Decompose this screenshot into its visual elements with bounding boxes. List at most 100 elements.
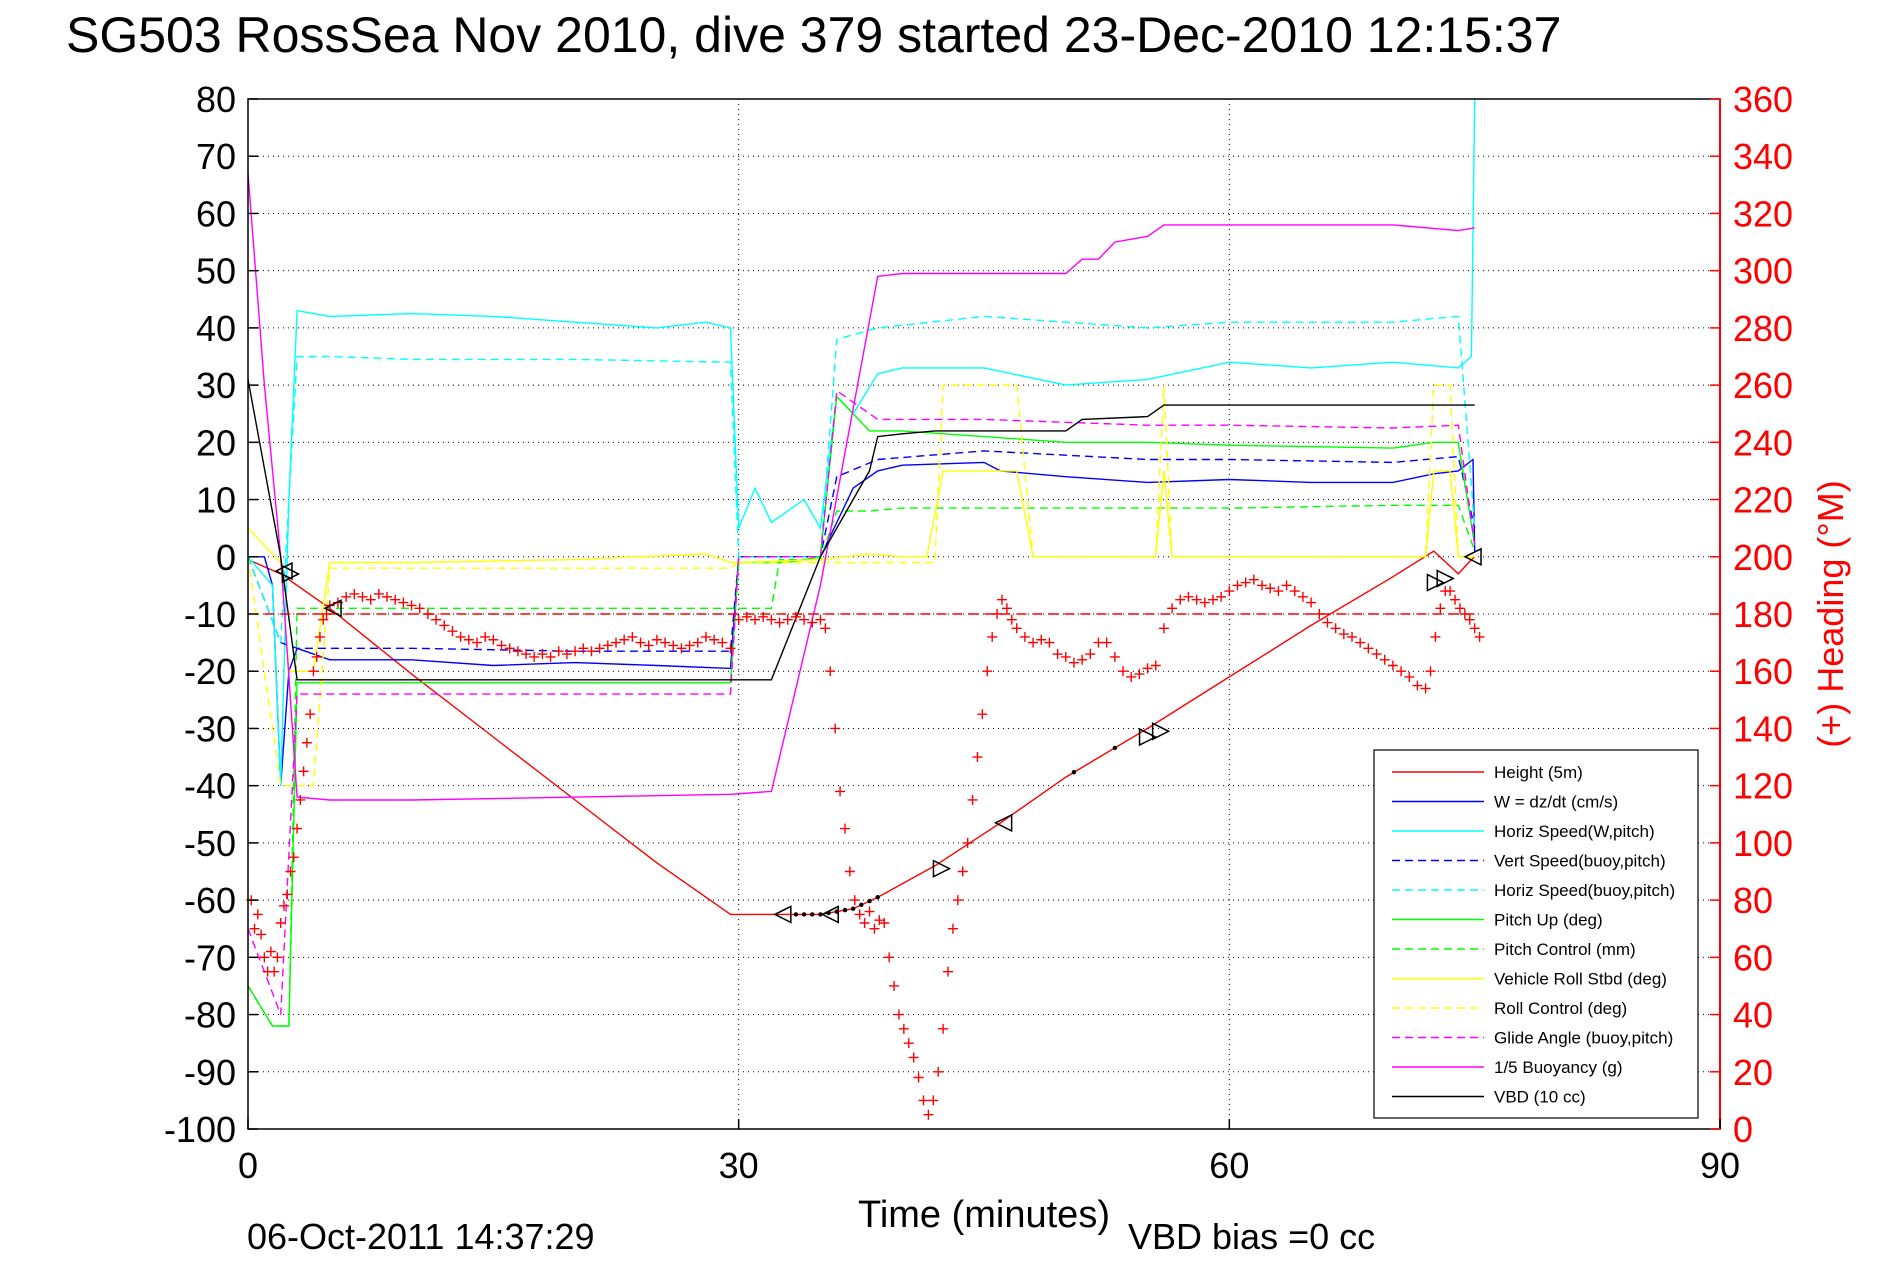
- heading-point: [256, 929, 267, 940]
- heading-point: [1134, 669, 1145, 680]
- right-y-tick-label: 260: [1733, 365, 1793, 406]
- heading-point: [471, 637, 482, 648]
- heading-point: [869, 923, 880, 934]
- heading-point: [357, 591, 368, 602]
- triangle-marker: [1151, 722, 1171, 741]
- heading-point: [700, 631, 711, 642]
- series-line-2: [248, 458, 1476, 786]
- right-y-tick-label: 320: [1733, 193, 1793, 234]
- triangle-marker: [323, 599, 342, 618]
- right-y-tick-label: 360: [1733, 79, 1793, 120]
- triangle-marker: [1138, 727, 1158, 747]
- x-tick-label: 90: [1700, 1145, 1740, 1186]
- heading-point: [561, 649, 572, 660]
- height-dot: [793, 912, 799, 917]
- right-y-tick-label: 200: [1733, 537, 1793, 578]
- heading-point: [496, 640, 507, 651]
- heading-point: [1371, 649, 1382, 660]
- heading-point: [1158, 623, 1169, 634]
- heading-point: [741, 611, 752, 622]
- heading-point: [1265, 583, 1276, 594]
- heading-point: [849, 895, 860, 906]
- heading-point: [455, 631, 466, 642]
- right-y-tick-label: 340: [1733, 136, 1793, 177]
- heading-point: [1068, 657, 1079, 668]
- heading-point: [1036, 634, 1047, 645]
- chart-title: SG503 RossSea Nov 2010, dive 379 started…: [66, 7, 1561, 63]
- heading-point: [913, 1072, 924, 1083]
- heading-point: [1109, 651, 1120, 662]
- y-tick-label: 70: [196, 136, 236, 177]
- heading-point: [898, 1023, 909, 1034]
- heading-point: [1330, 623, 1341, 634]
- right-y-tick-label: 240: [1733, 422, 1793, 463]
- heading-point: [545, 651, 556, 662]
- heading-point: [512, 646, 523, 657]
- heading-point: [1126, 671, 1137, 682]
- heading-point: [1085, 649, 1096, 660]
- heading-point: [504, 643, 515, 654]
- heading-point: [799, 614, 810, 625]
- heading-point: [1412, 680, 1423, 691]
- heading-point: [635, 637, 646, 648]
- heading-point: [889, 980, 900, 991]
- right-y-tick-label: 80: [1733, 880, 1773, 921]
- heading-point: [627, 631, 638, 642]
- heading-point: [1363, 643, 1374, 654]
- heading-point: [1464, 614, 1475, 625]
- y-tick-label: -30: [184, 708, 236, 749]
- heading-point: [1322, 617, 1333, 628]
- heading-point: [311, 651, 322, 662]
- heading-point: [643, 640, 654, 651]
- triangle-marker: [773, 905, 792, 924]
- heading-point: [341, 591, 352, 602]
- heading-point: [933, 1066, 944, 1077]
- legend-label: Pitch Control (mm): [1494, 940, 1636, 959]
- legend-label: Roll Control (deg): [1494, 999, 1627, 1018]
- heading-point: [1420, 683, 1431, 694]
- heading-point: [1248, 574, 1259, 585]
- heading-point: [318, 614, 329, 625]
- heading-point: [684, 640, 695, 651]
- heading-point: [463, 634, 474, 645]
- heading-point: [298, 766, 309, 777]
- triangle-marker: [1426, 573, 1446, 592]
- heading-point: [676, 643, 687, 654]
- heading-point: [1387, 660, 1398, 671]
- right-y-tick-label: 20: [1733, 1052, 1773, 1093]
- heading-point: [288, 852, 299, 863]
- heading-point: [422, 609, 433, 619]
- heading-point: [619, 634, 630, 645]
- ticks: 0 30 60 9080706050403020100-10-20-30-40-50-…: [164, 79, 1793, 1186]
- heading-point: [1396, 666, 1407, 677]
- heading-point: [521, 649, 532, 660]
- heading-point: [1450, 594, 1461, 605]
- heading-point: [249, 923, 260, 934]
- heading-point: [807, 617, 818, 628]
- heading-point: [259, 952, 270, 963]
- heading-point: [414, 603, 425, 614]
- heading-point: [1459, 609, 1470, 619]
- height-dot: [801, 912, 807, 917]
- heading-point: [282, 889, 293, 900]
- heading-point: [879, 918, 890, 928]
- heading-point: [586, 646, 597, 657]
- y-tick-label: -50: [184, 823, 236, 864]
- heading-point: [884, 952, 895, 963]
- right-y-tick-label: 40: [1733, 995, 1773, 1036]
- heading-point: [537, 649, 548, 660]
- heading-point: [1142, 663, 1153, 674]
- x-tick-label: 60: [1209, 1145, 1249, 1186]
- heading-point: [275, 918, 286, 928]
- y-tick-label: -20: [184, 651, 236, 692]
- heading-point: [1469, 623, 1480, 634]
- heading-point: [733, 614, 744, 625]
- heading-point: [278, 900, 289, 911]
- heading-point: [835, 786, 846, 797]
- heading-point: [996, 594, 1007, 605]
- series-line-8: [247, 470, 1475, 672]
- right-y-tick-label: 180: [1733, 594, 1793, 635]
- heading-point: [1077, 654, 1088, 665]
- legend-label: Height (5m): [1494, 763, 1583, 782]
